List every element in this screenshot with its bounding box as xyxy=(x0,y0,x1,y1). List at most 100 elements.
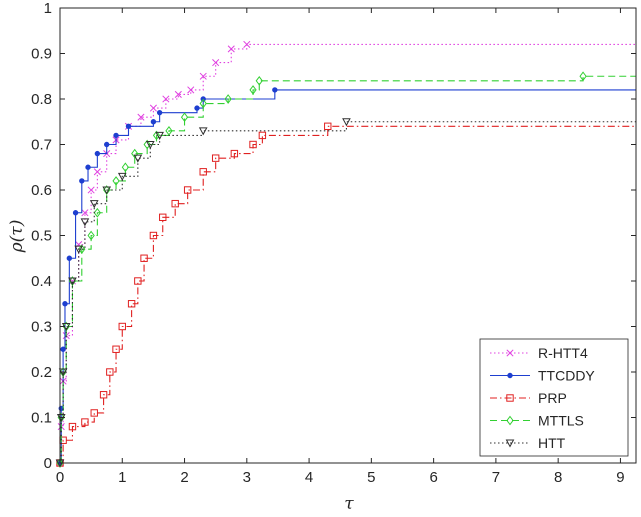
series-marker xyxy=(342,118,351,127)
series-marker xyxy=(68,277,77,285)
x-tick-label: 5 xyxy=(367,469,375,486)
series-marker xyxy=(199,98,207,109)
legend-entry: PRP xyxy=(490,390,567,406)
series-marker xyxy=(212,59,220,67)
series-marker xyxy=(145,141,155,150)
x-tick-label: 7 xyxy=(492,469,500,486)
series-marker xyxy=(85,164,91,170)
legend-entry: R-HTT4 xyxy=(490,345,588,361)
series-marker xyxy=(134,277,142,285)
legend-marker xyxy=(506,349,514,357)
legend-label: PRP xyxy=(538,390,567,406)
y-tick-label: 0.5 xyxy=(31,228,52,245)
legend: R-HTT4 TTCDDY PRP MTTLS HTT xyxy=(479,338,629,457)
axes: 0 1 2 3 4 5 6 7 8 9 0 0.1 0.2 0.3 0.4 0.5 0.6 0.7 0.8 0.9 1 xyxy=(31,0,637,486)
series-marker xyxy=(150,119,157,125)
series-marker xyxy=(94,150,101,157)
series-marker xyxy=(62,301,68,307)
series-marker xyxy=(72,210,79,216)
series-marker xyxy=(131,148,139,159)
series-marker xyxy=(112,345,120,353)
series-marker xyxy=(159,213,167,222)
series-marker xyxy=(87,230,95,241)
x-tick-label: 2 xyxy=(180,469,188,486)
series-marker xyxy=(579,71,587,82)
legend-marker xyxy=(506,394,514,402)
y-tick-label: 0.6 xyxy=(31,182,52,199)
y-tick-label: 0.7 xyxy=(31,137,52,154)
series-line xyxy=(60,75,636,464)
legend-label: R-HTT4 xyxy=(538,345,588,361)
series-marker xyxy=(106,368,114,376)
series-marker xyxy=(183,186,192,194)
legend-label: HTT xyxy=(538,435,566,451)
series-marker xyxy=(198,127,208,136)
series-marker xyxy=(324,122,332,130)
legend-entry: TTCDDY xyxy=(490,368,595,384)
x-tick-label: 9 xyxy=(616,469,624,486)
series-marker xyxy=(118,322,126,331)
legend-marker xyxy=(505,439,515,448)
y-tick-label: 1 xyxy=(44,0,52,17)
series-marker xyxy=(162,95,170,103)
series-marker xyxy=(66,255,73,261)
series-line xyxy=(60,43,636,464)
y-tick-label: 0.9 xyxy=(31,46,52,63)
x-tick-label: 1 xyxy=(118,469,126,486)
y-tick-label: 0 xyxy=(44,455,52,472)
series-marker xyxy=(137,113,145,121)
series-marker xyxy=(89,200,99,209)
x-tick-label: 8 xyxy=(554,469,562,486)
series-marker xyxy=(81,418,89,426)
series-marker xyxy=(187,86,195,94)
series-marker xyxy=(152,130,161,141)
y-tick-label: 0.3 xyxy=(31,319,52,336)
series-marker xyxy=(93,168,101,176)
series-marker xyxy=(68,422,77,431)
series-marker xyxy=(79,178,85,184)
legend-label: MTTLS xyxy=(538,413,584,429)
series-marker xyxy=(224,94,232,104)
legend-entry: HTT xyxy=(490,435,566,451)
series-marker xyxy=(243,40,251,48)
y-tick-label: 0.8 xyxy=(31,91,52,108)
series-marker xyxy=(249,85,257,95)
x-tick-label: 0 xyxy=(56,469,64,486)
series-marker xyxy=(171,199,179,208)
x-axis-label: τ xyxy=(344,494,354,514)
series-marker xyxy=(272,87,278,93)
legend-marker xyxy=(507,372,513,379)
series-marker xyxy=(133,154,143,163)
x-tick-label: 6 xyxy=(429,469,437,486)
series-mttls xyxy=(56,71,636,468)
series-marker xyxy=(258,131,267,140)
series-marker xyxy=(199,168,207,176)
series-marker xyxy=(112,176,120,186)
x-tick-label: 3 xyxy=(243,469,251,486)
series-marker xyxy=(149,231,158,240)
series-marker xyxy=(211,154,220,162)
series-marker xyxy=(227,45,235,53)
y-tick-label: 0.1 xyxy=(31,410,52,427)
series-prp xyxy=(56,122,636,467)
x-tick-label: 4 xyxy=(305,469,313,486)
series-marker xyxy=(199,72,207,80)
series-marker xyxy=(99,391,108,399)
series-marker xyxy=(60,346,66,352)
series-marker xyxy=(149,104,157,112)
series-marker xyxy=(90,409,98,417)
series-marker xyxy=(117,172,127,181)
series-marker xyxy=(68,277,77,286)
series-marker xyxy=(156,109,163,116)
series-marker xyxy=(230,149,239,158)
series-marker xyxy=(249,140,257,149)
series-line xyxy=(60,125,636,464)
legend-entry: MTTLS xyxy=(490,413,584,429)
series-marker xyxy=(174,90,182,99)
series-marker xyxy=(93,207,101,218)
series-marker xyxy=(78,244,86,254)
series-marker xyxy=(255,75,263,86)
series-marker xyxy=(74,245,84,254)
series-marker xyxy=(140,254,148,262)
